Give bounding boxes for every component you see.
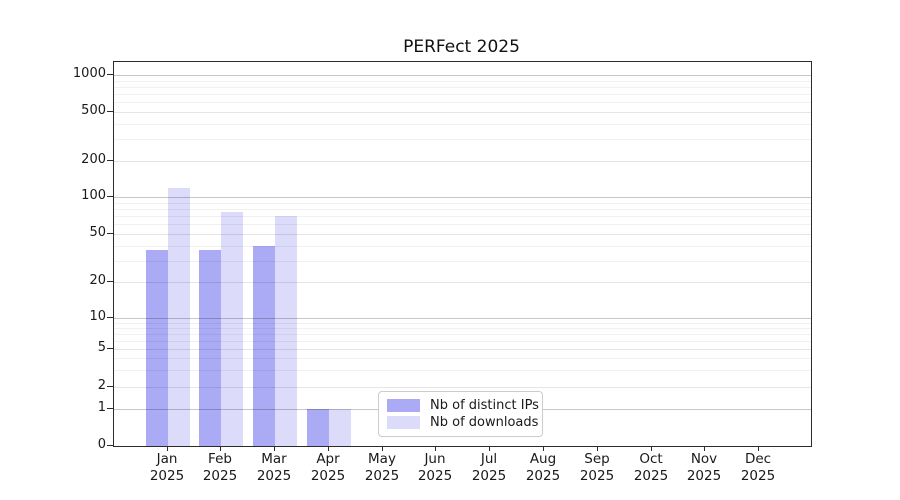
y-tick-mark bbox=[107, 111, 113, 112]
x-tick-label: Mar 2025 bbox=[256, 451, 292, 484]
bar-distinct-ips bbox=[145, 249, 168, 446]
minor-gridline bbox=[114, 94, 811, 96]
minor-gridline bbox=[114, 340, 811, 342]
minor-gridline bbox=[114, 139, 811, 141]
x-tick-label: Aug 2025 bbox=[525, 451, 561, 484]
plot-area bbox=[113, 61, 812, 447]
bar-downloads bbox=[275, 216, 298, 446]
x-tick-label: May 2025 bbox=[364, 451, 400, 484]
x-tick-label: Jun 2025 bbox=[417, 451, 453, 484]
minor-gridline bbox=[114, 224, 811, 226]
x-tick-mark bbox=[543, 446, 544, 451]
x-tick-mark bbox=[328, 446, 329, 451]
x-tick-label: Nov 2025 bbox=[686, 451, 722, 484]
legend-swatch-distinct-ips bbox=[387, 398, 420, 412]
bar-downloads bbox=[328, 409, 351, 446]
x-tick-mark bbox=[489, 446, 490, 451]
x-tick-label: Feb 2025 bbox=[202, 451, 238, 484]
minor-gridline bbox=[114, 245, 811, 247]
x-tick-mark bbox=[274, 446, 275, 451]
y-tick-label: 50 bbox=[89, 225, 106, 240]
x-tick-mark bbox=[382, 446, 383, 451]
x-tick-mark bbox=[704, 446, 705, 451]
x-tick-label: Jan 2025 bbox=[149, 451, 185, 484]
x-tick-label: Apr 2025 bbox=[310, 451, 346, 484]
minor-gridline bbox=[114, 358, 811, 360]
bar-distinct-ips bbox=[199, 249, 222, 446]
y-tick-mark bbox=[107, 233, 113, 234]
y-tick-label: 0 bbox=[97, 437, 106, 452]
y-tick-label: 2 bbox=[97, 378, 106, 393]
minor-gridline bbox=[114, 80, 811, 82]
minor-gridline bbox=[114, 102, 811, 104]
y-tick-mark bbox=[107, 408, 113, 409]
y-tick-label: 200 bbox=[81, 152, 106, 167]
y-tick-mark bbox=[107, 317, 113, 318]
minor-gridline bbox=[114, 370, 811, 372]
x-tick-mark bbox=[220, 446, 221, 451]
minor-gridline bbox=[114, 208, 811, 210]
x-tick-mark bbox=[435, 446, 436, 451]
bar-downloads bbox=[221, 212, 244, 446]
legend-label-downloads: Nb of downloads bbox=[430, 415, 539, 431]
y-tick-label: 1000 bbox=[72, 66, 106, 81]
bar-distinct-ips bbox=[253, 245, 276, 446]
bar-downloads bbox=[167, 187, 190, 446]
legend-swatch-downloads bbox=[387, 416, 420, 430]
mid-gridline bbox=[114, 112, 811, 113]
mid-gridline bbox=[114, 282, 811, 283]
y-tick-mark bbox=[107, 281, 113, 282]
minor-gridline bbox=[114, 86, 811, 88]
x-tick-label: Sep 2025 bbox=[579, 451, 615, 484]
y-tick-mark bbox=[107, 445, 113, 446]
y-tick-label: 5 bbox=[97, 340, 106, 355]
x-tick-mark bbox=[597, 446, 598, 451]
major-gridline bbox=[114, 197, 811, 198]
y-tick-label: 100 bbox=[81, 188, 106, 203]
major-gridline bbox=[114, 318, 811, 319]
x-tick-label: Jul 2025 bbox=[471, 451, 507, 484]
mid-gridline bbox=[114, 234, 811, 235]
minor-gridline bbox=[114, 123, 811, 125]
x-tick-label: Oct 2025 bbox=[633, 451, 669, 484]
legend-item-distinct-ips: Nb of distinct IPs bbox=[387, 398, 539, 413]
mid-gridline bbox=[114, 387, 811, 388]
y-tick-label: 20 bbox=[89, 273, 106, 288]
minor-gridline bbox=[114, 202, 811, 204]
legend-label-distinct-ips: Nb of distinct IPs bbox=[430, 397, 539, 413]
y-tick-label: 10 bbox=[89, 309, 106, 324]
y-tick-mark bbox=[107, 386, 113, 387]
mid-gridline bbox=[114, 161, 811, 162]
y-tick-mark bbox=[107, 348, 113, 349]
x-tick-mark bbox=[651, 446, 652, 451]
mid-gridline bbox=[114, 349, 811, 350]
major-gridline bbox=[114, 75, 811, 76]
y-tick-mark bbox=[107, 74, 113, 75]
legend: Nb of distinct IPs Nb of downloads bbox=[378, 391, 543, 437]
minor-gridline bbox=[114, 327, 811, 329]
y-tick-mark bbox=[107, 160, 113, 161]
minor-gridline bbox=[114, 322, 811, 324]
y-tick-label: 500 bbox=[81, 103, 106, 118]
x-tick-mark bbox=[167, 446, 168, 451]
x-tick-label: Dec 2025 bbox=[740, 451, 776, 484]
y-tick-label: 1 bbox=[97, 400, 106, 415]
minor-gridline bbox=[114, 333, 811, 335]
chart-title: PERFect 2025 bbox=[403, 37, 520, 57]
minor-gridline bbox=[114, 216, 811, 218]
legend-item-downloads: Nb of downloads bbox=[387, 415, 538, 430]
x-tick-mark bbox=[758, 446, 759, 451]
bar-distinct-ips bbox=[306, 409, 329, 446]
minor-gridline bbox=[114, 260, 811, 262]
y-tick-mark bbox=[107, 196, 113, 197]
